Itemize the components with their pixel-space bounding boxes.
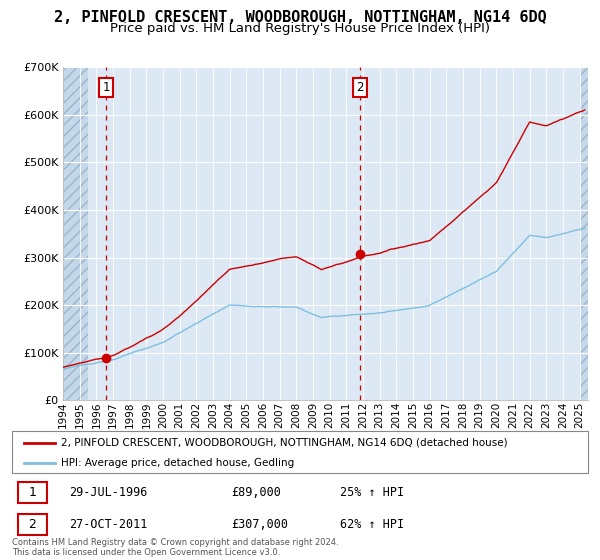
Text: 29-JUL-1996: 29-JUL-1996 bbox=[70, 486, 148, 499]
Text: 2, PINFOLD CRESCENT, WOODBOROUGH, NOTTINGHAM, NG14 6DQ (detached house): 2, PINFOLD CRESCENT, WOODBOROUGH, NOTTIN… bbox=[61, 438, 508, 448]
Text: 2: 2 bbox=[28, 518, 36, 531]
FancyBboxPatch shape bbox=[12, 431, 588, 473]
Text: 27-OCT-2011: 27-OCT-2011 bbox=[70, 518, 148, 531]
FancyBboxPatch shape bbox=[18, 482, 47, 503]
FancyBboxPatch shape bbox=[18, 515, 47, 535]
Text: 1: 1 bbox=[28, 486, 36, 499]
Text: Contains HM Land Registry data © Crown copyright and database right 2024.
This d: Contains HM Land Registry data © Crown c… bbox=[12, 538, 338, 557]
Text: HPI: Average price, detached house, Gedling: HPI: Average price, detached house, Gedl… bbox=[61, 458, 294, 468]
Text: 2, PINFOLD CRESCENT, WOODBOROUGH, NOTTINGHAM, NG14 6DQ: 2, PINFOLD CRESCENT, WOODBOROUGH, NOTTIN… bbox=[53, 10, 547, 25]
Text: 62% ↑ HPI: 62% ↑ HPI bbox=[340, 518, 404, 531]
Text: 1: 1 bbox=[102, 81, 110, 94]
Text: 25% ↑ HPI: 25% ↑ HPI bbox=[340, 486, 404, 499]
Text: £89,000: £89,000 bbox=[231, 486, 281, 499]
Text: £307,000: £307,000 bbox=[231, 518, 288, 531]
Text: Price paid vs. HM Land Registry's House Price Index (HPI): Price paid vs. HM Land Registry's House … bbox=[110, 22, 490, 35]
Text: 2: 2 bbox=[356, 81, 364, 94]
